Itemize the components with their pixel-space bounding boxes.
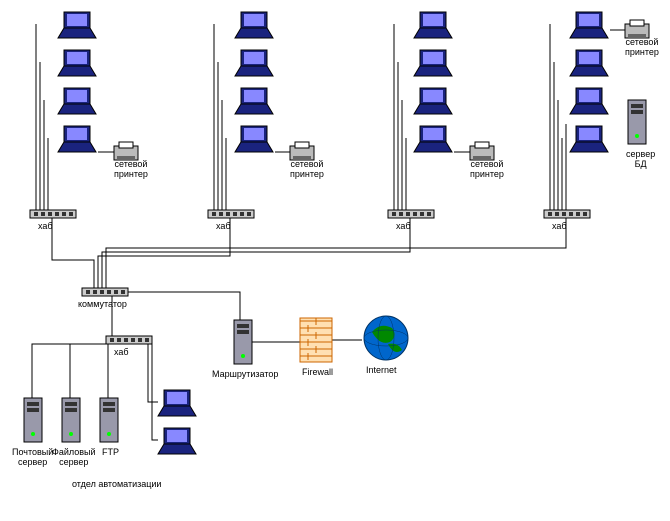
laptop-icon <box>58 126 96 152</box>
diagram-label: хаб <box>216 222 231 232</box>
diagram-label: Почтовый сервер <box>12 448 53 468</box>
diagram-label: Маршрутизатор <box>212 370 278 380</box>
diagram-label: хаб <box>38 222 53 232</box>
diagram-label: сетевой принтер <box>625 38 659 58</box>
laptop-icon <box>58 88 96 114</box>
server-icon <box>234 320 252 364</box>
server-icon <box>62 398 80 442</box>
diagram-label: Файловый сервер <box>52 448 96 468</box>
laptop-icon <box>235 126 273 152</box>
laptop-icon <box>158 428 196 454</box>
server-icon <box>24 398 42 442</box>
diagram-label: хаб <box>552 222 567 232</box>
diagram-svg <box>0 0 670 521</box>
diagram-label: сетевой принтер <box>290 160 324 180</box>
printer-icon <box>470 142 494 160</box>
printer-icon <box>290 142 314 160</box>
diagram-label: Internet <box>366 366 397 376</box>
hub-icon <box>82 288 128 296</box>
laptop-icon <box>414 126 452 152</box>
printer-icon <box>114 142 138 160</box>
laptop-icon <box>235 50 273 76</box>
diagram-label: отдел автоматизации <box>72 480 161 490</box>
hub-icon <box>208 210 254 218</box>
diagram-label: сервер БД <box>626 150 655 170</box>
laptop-icon <box>158 390 196 416</box>
diagram-label: Firewall <box>302 368 333 378</box>
laptop-icon <box>414 50 452 76</box>
network-diagram: сетевой принтер хаб сетевой принтер хаб сете… <box>0 0 670 521</box>
laptop-icon <box>58 12 96 38</box>
hub-icon <box>30 210 76 218</box>
laptop-icon <box>235 12 273 38</box>
printer-icon <box>625 20 649 38</box>
diagram-label: FTP <box>102 448 119 458</box>
laptop-icon <box>570 88 608 114</box>
server-icon <box>628 100 646 144</box>
laptop-icon <box>235 88 273 114</box>
laptop-icon <box>414 12 452 38</box>
server-icon <box>100 398 118 442</box>
diagram-label: хаб <box>114 348 129 358</box>
laptop-icon <box>570 50 608 76</box>
laptop-icon <box>570 12 608 38</box>
diagram-label: коммутатор <box>78 300 127 310</box>
laptop-icon <box>570 126 608 152</box>
laptop-icon <box>58 50 96 76</box>
laptop-icon <box>414 88 452 114</box>
hub-icon <box>544 210 590 218</box>
hub-icon <box>388 210 434 218</box>
globe-icon <box>364 316 408 360</box>
hub-icon <box>106 336 152 344</box>
diagram-label: хаб <box>396 222 411 232</box>
firewall-icon <box>300 318 332 362</box>
diagram-label: сетевой принтер <box>470 160 504 180</box>
diagram-label: сетевой принтер <box>114 160 148 180</box>
